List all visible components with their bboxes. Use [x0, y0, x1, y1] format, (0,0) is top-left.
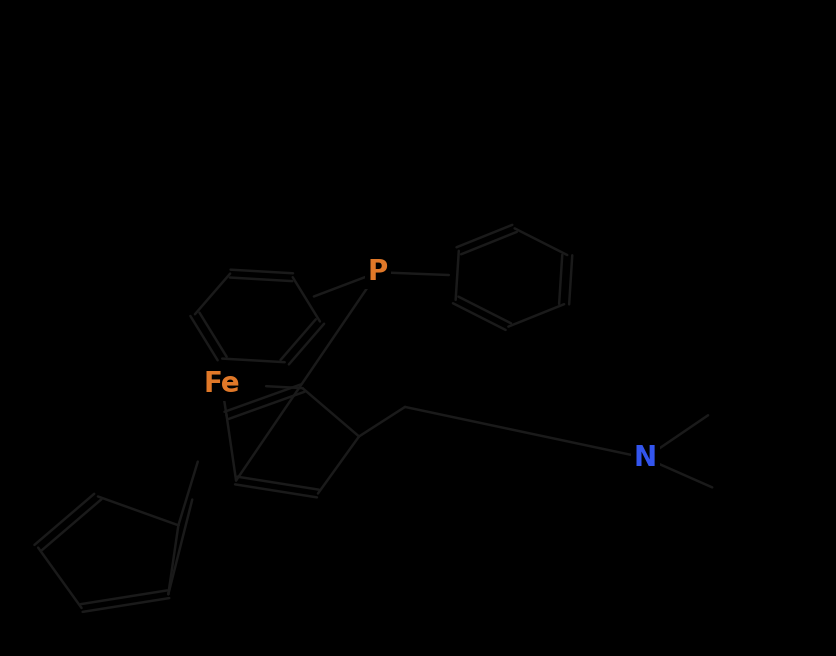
Text: Fe: Fe	[203, 370, 240, 398]
Text: N: N	[634, 444, 657, 472]
Text: P: P	[368, 258, 388, 286]
